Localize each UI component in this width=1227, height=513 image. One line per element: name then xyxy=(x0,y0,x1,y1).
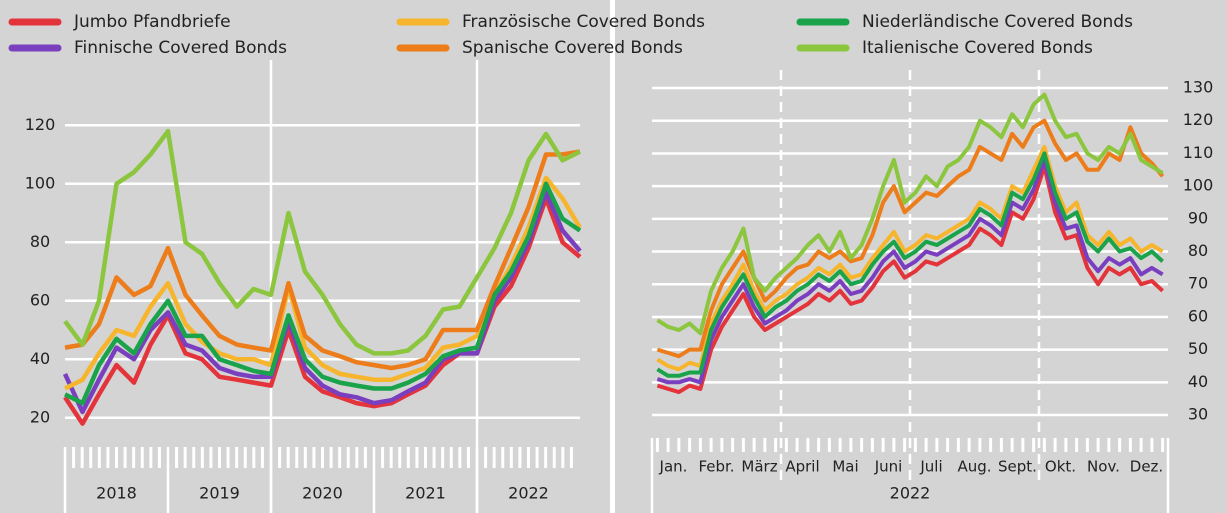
y-tick-label: 80 xyxy=(30,232,50,251)
legend-label: Niederländische Covered Bonds xyxy=(862,12,1133,32)
legend: Jumbo Pfandbriefe Finnische Covered Bonds… xyxy=(8,12,1133,58)
y-tick-label: 100 xyxy=(25,173,56,192)
legend-label: Spanische Covered Bonds xyxy=(462,38,683,58)
y-tick-label: 110 xyxy=(1183,143,1214,162)
x-tick-label: Sept. xyxy=(998,458,1037,476)
legend-label: Italienische Covered Bonds xyxy=(862,38,1093,58)
data-line xyxy=(63,128,582,356)
x-tick-label: Nov. xyxy=(1087,458,1120,476)
y-tick-label: 120 xyxy=(25,115,56,134)
x-tick-label: Juli xyxy=(919,458,942,476)
x-tick-label: 2021 xyxy=(405,484,446,503)
data-line xyxy=(656,144,1164,372)
legend-label: Französische Covered Bonds xyxy=(462,12,705,32)
y-tick-label: 50 xyxy=(1188,339,1208,358)
x-tick-label: 2022 xyxy=(508,484,549,503)
x-tick-label: März xyxy=(741,458,777,476)
x-tick-label: 2018 xyxy=(96,484,137,503)
y-tick-label: 130 xyxy=(1183,78,1214,97)
y-tick-label: 70 xyxy=(1188,274,1208,293)
data-line xyxy=(656,92,1164,336)
data-line xyxy=(656,158,1164,385)
x-tick-label: Juni xyxy=(874,458,903,476)
x-tick-label: 2020 xyxy=(302,484,343,503)
data-line xyxy=(656,151,1164,378)
y-tick-label: 100 xyxy=(1183,176,1214,195)
x-tick-label: 2019 xyxy=(199,484,240,503)
x-tick-label: Aug. xyxy=(957,458,991,476)
x-tick-label: Okt. xyxy=(1045,458,1076,476)
y-tick-label: 20 xyxy=(30,407,50,426)
y-tick-label: 40 xyxy=(1188,372,1208,391)
x-tick-label: Febr. xyxy=(698,458,734,476)
x-tick-label: Jan. xyxy=(659,458,688,476)
panel-divider xyxy=(610,0,615,513)
y-tick-label: 80 xyxy=(1188,241,1208,260)
x-axis-label: 2022 xyxy=(890,484,931,503)
y-tick-label: 60 xyxy=(1188,306,1208,325)
y-tick-label: 30 xyxy=(1188,405,1208,424)
data-line xyxy=(656,118,1165,359)
data-line xyxy=(64,149,581,371)
x-tick-label: Dez. xyxy=(1130,458,1163,476)
y-tick-label: 90 xyxy=(1188,208,1208,227)
y-tick-label: 40 xyxy=(30,349,50,368)
y-tick-label: 60 xyxy=(30,290,50,309)
x-tick-label: Mai xyxy=(832,458,858,476)
x-tick-label: April xyxy=(785,458,819,476)
data-line xyxy=(656,164,1164,395)
legend-label: Jumbo Pfandbriefe xyxy=(73,12,231,32)
data-line xyxy=(63,181,582,406)
legend-label: Finnische Covered Bonds xyxy=(74,38,287,58)
y-tick-label: 120 xyxy=(1183,110,1214,129)
